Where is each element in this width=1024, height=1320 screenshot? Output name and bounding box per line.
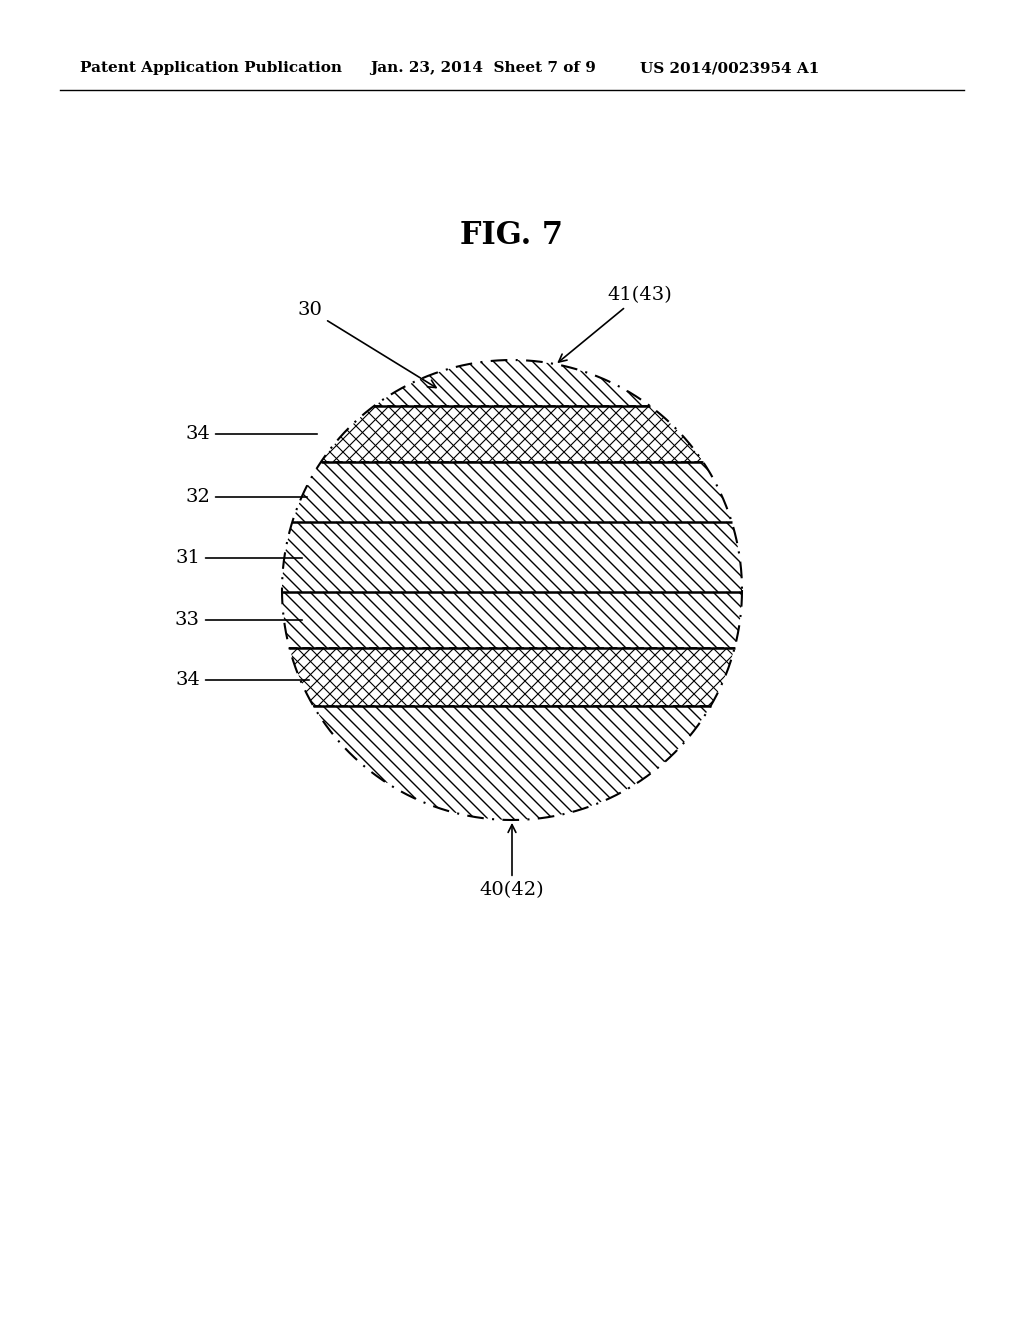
Text: FIG. 7: FIG. 7	[461, 219, 563, 251]
Text: 33: 33	[175, 611, 302, 630]
Text: 40(42): 40(42)	[479, 825, 545, 899]
Text: 34: 34	[185, 425, 317, 444]
Text: US 2014/0023954 A1: US 2014/0023954 A1	[640, 61, 819, 75]
Text: 34: 34	[175, 671, 309, 689]
Text: Patent Application Publication: Patent Application Publication	[80, 61, 342, 75]
Circle shape	[282, 360, 742, 820]
Text: 41(43): 41(43)	[558, 286, 673, 362]
Text: 30: 30	[298, 301, 436, 388]
Text: 31: 31	[175, 549, 302, 568]
Text: 32: 32	[185, 488, 307, 506]
Text: Jan. 23, 2014  Sheet 7 of 9: Jan. 23, 2014 Sheet 7 of 9	[370, 61, 596, 75]
